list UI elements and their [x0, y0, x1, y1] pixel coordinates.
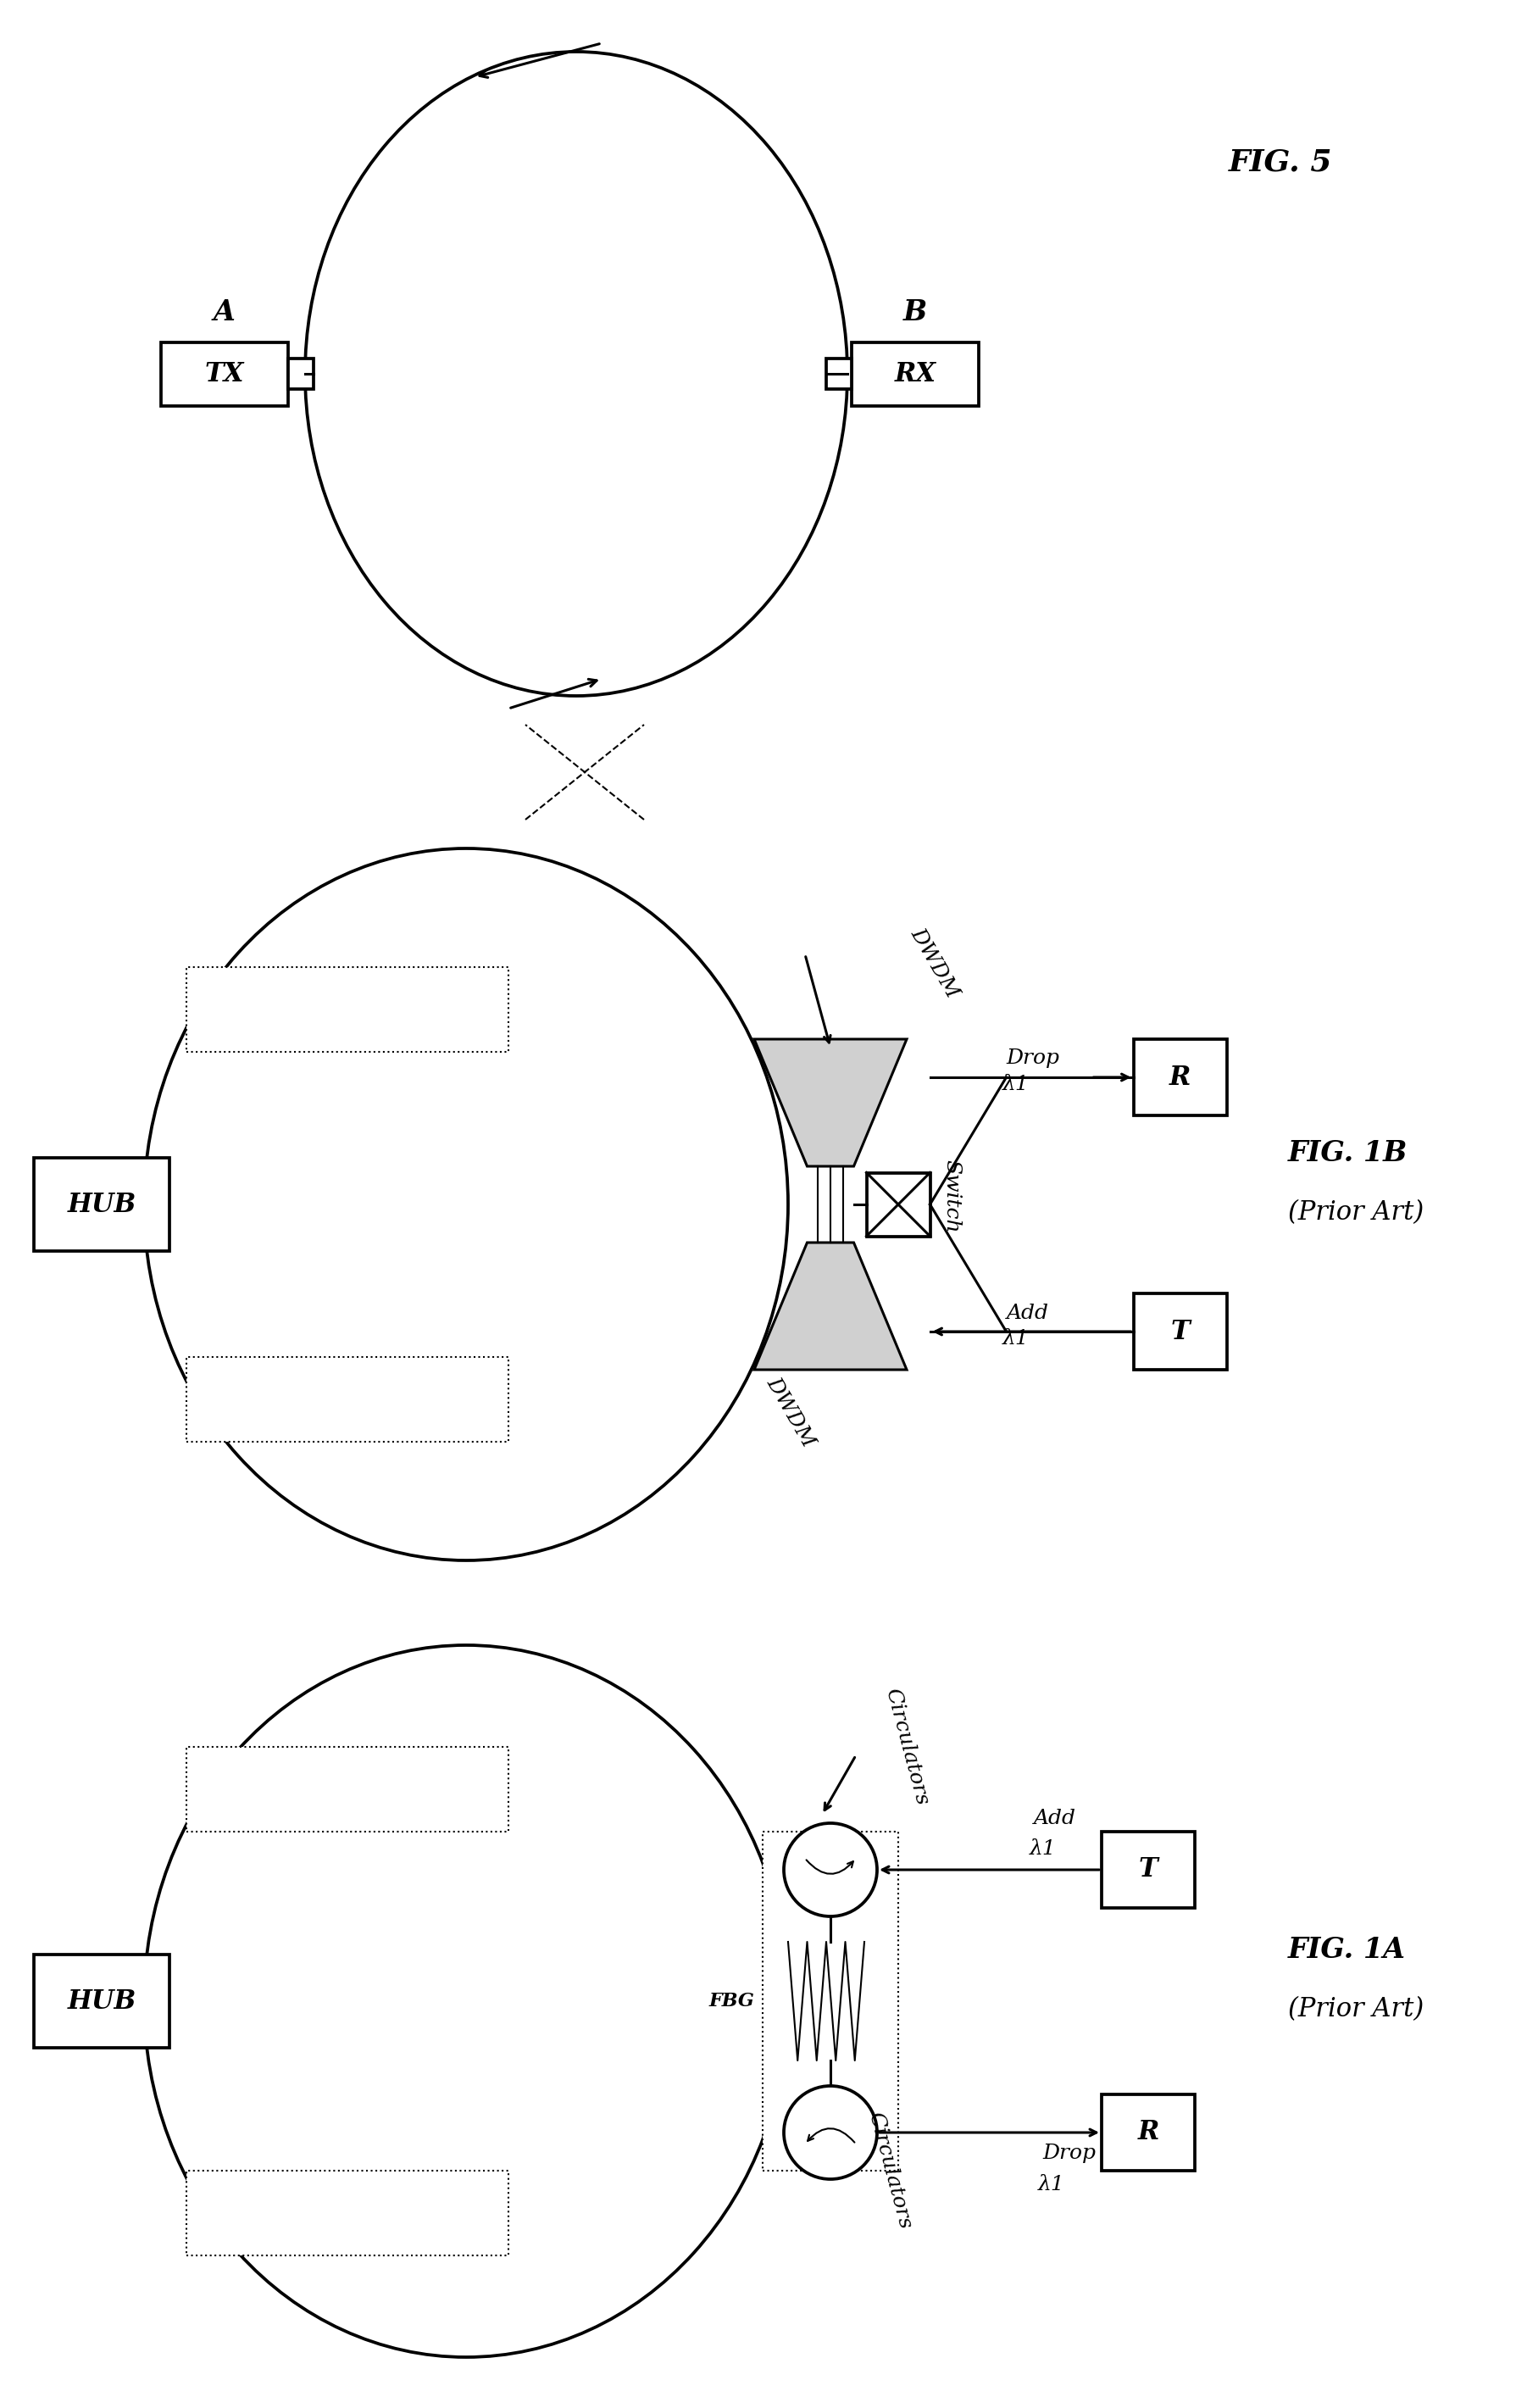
Bar [866, 1173, 930, 1235]
Text: TX: TX [205, 361, 244, 388]
Text: (Prior Art): (Prior Art) [1289, 1199, 1423, 1226]
Bar [160, 342, 289, 405]
Text: Drop: Drop [1006, 1050, 1060, 1069]
Text: RX: RX [895, 361, 936, 388]
Text: λ1: λ1 [1002, 1329, 1029, 1348]
Bar [34, 1955, 169, 2047]
Text: Add: Add [1006, 1303, 1049, 1322]
Polygon shape [754, 1040, 907, 1165]
Polygon shape [754, 1243, 907, 1370]
Text: Switch: Switch [942, 1158, 960, 1233]
Circle shape [783, 1823, 876, 1917]
Bar [1133, 1293, 1226, 1370]
Bar [186, 2170, 508, 2256]
Text: FIG. 1B: FIG. 1B [1289, 1139, 1408, 1168]
Bar [289, 359, 313, 390]
Text: FBG: FBG [709, 1991, 754, 2011]
Text: T: T [1139, 1857, 1157, 1883]
Bar [186, 1746, 508, 1832]
Bar [186, 1358, 508, 1442]
Text: R: R [1138, 2119, 1159, 2146]
Text: FIG. 5: FIG. 5 [1229, 147, 1333, 176]
Text: Circulators: Circulators [881, 1686, 931, 1808]
Text: R: R [1170, 1064, 1191, 1091]
Circle shape [783, 2085, 876, 2179]
Text: λ1: λ1 [1002, 1074, 1029, 1093]
Text: B: B [902, 299, 927, 327]
Text: HUB: HUB [67, 1989, 136, 2015]
Text: T: T [1170, 1320, 1190, 1344]
Bar [1133, 1040, 1226, 1115]
Text: DWDM: DWDM [907, 925, 962, 1002]
Bar [762, 1832, 898, 2170]
Bar [826, 359, 852, 390]
Bar [34, 1158, 169, 1252]
Text: Circulators: Circulators [864, 2109, 915, 2232]
Text: λ1: λ1 [1038, 2174, 1064, 2194]
Text: A: A [214, 299, 235, 327]
Text: (Prior Art): (Prior Art) [1289, 1996, 1423, 2023]
Bar [1101, 2095, 1194, 2170]
Text: Add: Add [1034, 1808, 1077, 1828]
Text: λ1: λ1 [1029, 1840, 1057, 1859]
Text: DWDM: DWDM [762, 1373, 818, 1450]
Text: Drop: Drop [1043, 2143, 1096, 2162]
Bar [186, 968, 508, 1052]
Text: HUB: HUB [67, 1192, 136, 1218]
Bar [852, 342, 979, 405]
Text: FIG. 1A: FIG. 1A [1289, 1936, 1406, 1965]
Bar [1101, 1832, 1194, 1907]
